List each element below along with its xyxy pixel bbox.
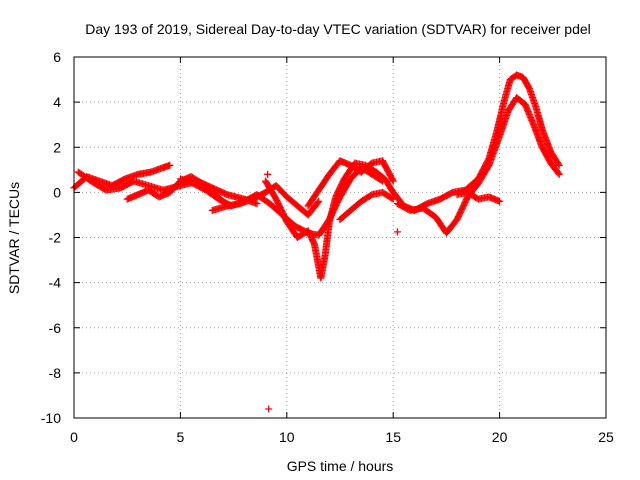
x-tick-label: 0 [70,429,78,445]
data-point [166,161,174,169]
data-point [389,177,397,185]
data-point [555,161,563,169]
y-tick-label: -6 [49,320,62,336]
data-point [554,169,562,177]
data-points [70,71,563,413]
y-tick-label: -4 [49,275,62,291]
y-tick-label: -8 [49,365,62,381]
y-tick-label: -2 [49,230,62,246]
data-point [389,195,397,203]
data-point [393,228,401,236]
y-tick-label: -10 [41,410,61,426]
x-tick-label: 5 [177,429,185,445]
x-tick-labels: 0 5 10 15 20 25 [70,429,614,445]
y-tick-label: 2 [53,139,61,155]
data-point [265,405,273,413]
y-tick-labels: -10 -8 -6 -4 -2 0 2 4 6 [41,49,61,426]
data-point [314,199,322,207]
y-tick-label: 0 [53,184,61,200]
x-tick-label: 25 [598,429,614,445]
data-point [388,194,396,202]
x-axis-label: GPS time / hours [287,458,394,474]
data-point [253,200,261,208]
data-point [264,170,272,178]
y-tick-label: 4 [53,94,61,110]
data-point [388,176,396,184]
x-tick-label: 10 [279,429,295,445]
axis-ticks [73,56,607,419]
data-point [496,197,504,205]
data-point [555,170,563,178]
x-tick-label: 20 [492,429,508,445]
chart-title: Day 193 of 2019, Sidereal Day-to-day VTE… [85,21,591,37]
data-point [554,160,562,168]
y-axis-label: SDTVAR / TECUs [6,182,22,294]
data-point [315,197,323,205]
x-tick-label: 15 [385,429,401,445]
y-tick-label: 6 [53,49,61,65]
